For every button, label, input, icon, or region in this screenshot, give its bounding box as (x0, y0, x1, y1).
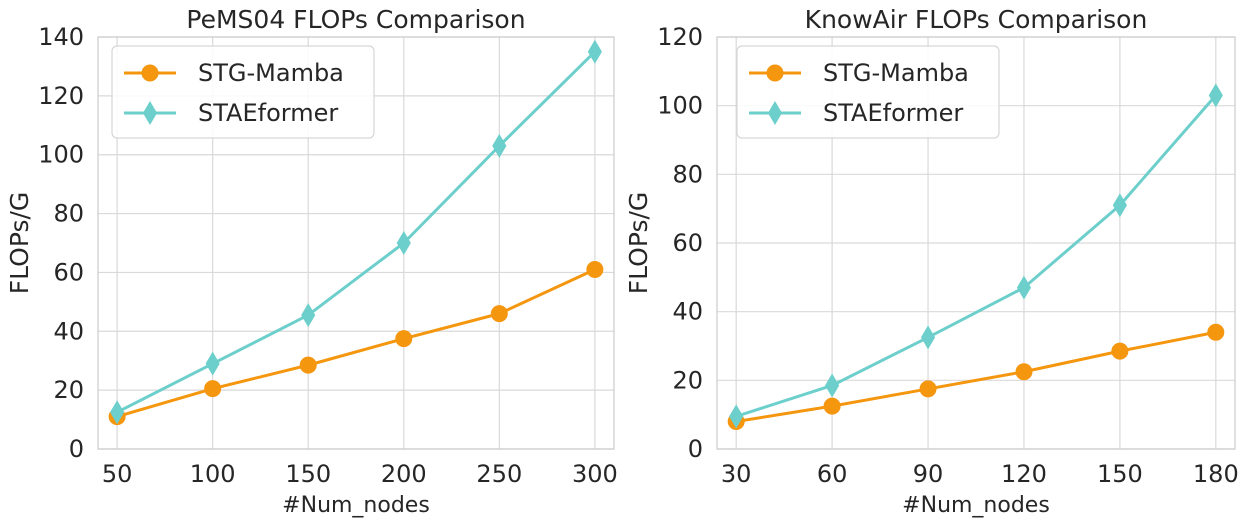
x-tick-label: 50 (102, 460, 133, 488)
data-point-circle (1015, 363, 1033, 381)
data-point-circle (204, 380, 222, 398)
x-tick-label: 60 (817, 460, 848, 488)
data-point-diamond (825, 373, 840, 398)
series-line (116, 50, 596, 414)
x-tick-label: 150 (1097, 460, 1143, 488)
data-point-circle (919, 380, 937, 398)
y-tick-label: 100 (657, 92, 703, 120)
legend-label: STAEformer (198, 99, 338, 127)
data-point-circle (1111, 342, 1129, 360)
legend-label: STG-Mamba (823, 59, 969, 87)
data-point-diamond (920, 325, 936, 350)
legend-box (111, 45, 375, 139)
chart-title: KnowAir FLOPs Comparison (805, 5, 1148, 34)
plot-frame (716, 36, 1236, 450)
y-tick-label: 80 (672, 160, 703, 188)
data-point-diamond (301, 303, 316, 328)
data-point-circle (395, 330, 413, 348)
y-tick-label: 140 (38, 23, 84, 51)
series-line (735, 94, 1217, 418)
x-tick-label: 30 (721, 460, 752, 488)
data-point-circle (299, 356, 317, 374)
legend-marker-diamond (767, 101, 783, 125)
data-point-diamond (1016, 275, 1032, 300)
plot-frame (97, 36, 615, 450)
x-tick-label: 200 (381, 460, 427, 488)
y-tick-label: 0 (688, 435, 703, 463)
legend-label: STAEformer (823, 99, 963, 127)
series-stg-mamba (727, 323, 1225, 431)
y-tick-label: 60 (53, 258, 84, 286)
y-tick-label: 20 (53, 376, 84, 404)
y-tick-label: 40 (672, 298, 703, 326)
series-line (735, 330, 1217, 424)
data-point-circle (1207, 323, 1225, 341)
x-axis-label: #Num_nodes (282, 493, 430, 518)
legend-marker-diamond (142, 101, 158, 125)
data-point-diamond (396, 231, 411, 255)
y-tick-label: 120 (38, 82, 84, 110)
legend: STG-Mamba STAEformer (111, 45, 375, 139)
data-point-diamond (110, 400, 125, 425)
series-stg-mamba (108, 260, 604, 426)
data-point-diamond (729, 404, 744, 429)
chart-1: 0 20 40 60 80 100 120 140 50 100 150 200 250 300 PeMS0… (5, 5, 618, 518)
legend-marker-circle (766, 64, 784, 82)
x-tick-label: 120 (1001, 460, 1047, 488)
x-tick-label: 300 (572, 460, 618, 488)
y-tick-label: 80 (53, 200, 84, 228)
chart-title: PeMS04 FLOPs Comparison (186, 5, 525, 34)
data-point-diamond (587, 39, 602, 64)
x-tick-label: 180 (1193, 460, 1239, 488)
series-staeformer (110, 39, 602, 425)
x-tick-label: 150 (285, 460, 331, 488)
y-tick-label: 60 (672, 229, 703, 257)
y-axis-label: FLOPs/G (5, 192, 34, 295)
legend-label: STG-Mamba (198, 59, 344, 87)
series-staeformer (729, 83, 1223, 429)
y-tick-label: 100 (38, 141, 84, 169)
data-point-diamond (1112, 193, 1127, 218)
data-point-circle (490, 305, 508, 323)
series-line (116, 268, 596, 419)
x-tick-label: 90 (913, 460, 944, 488)
data-point-diamond (205, 351, 220, 376)
data-point-diamond (1208, 83, 1223, 108)
data-point-circle (823, 397, 841, 415)
data-point-circle (586, 260, 604, 278)
y-tick-label: 0 (69, 435, 84, 463)
x-tick-label: 250 (476, 460, 522, 488)
x-axis-label: #Num_nodes (902, 493, 1050, 518)
legend: STG-Mamba STAEformer (736, 45, 1000, 139)
chart-2: 0 20 40 60 80 100 120 30 60 90 120 150 180 KnowAir FL… (624, 5, 1239, 518)
y-tick-label: 40 (53, 317, 84, 345)
data-point-diamond (492, 133, 507, 158)
y-tick-label: 20 (672, 366, 703, 394)
x-tick-label: 100 (190, 460, 236, 488)
y-axis-label: FLOPs/G (624, 192, 653, 295)
y-tick-label: 120 (657, 23, 703, 51)
legend-marker-circle (141, 64, 159, 82)
legend-box (736, 45, 1000, 139)
